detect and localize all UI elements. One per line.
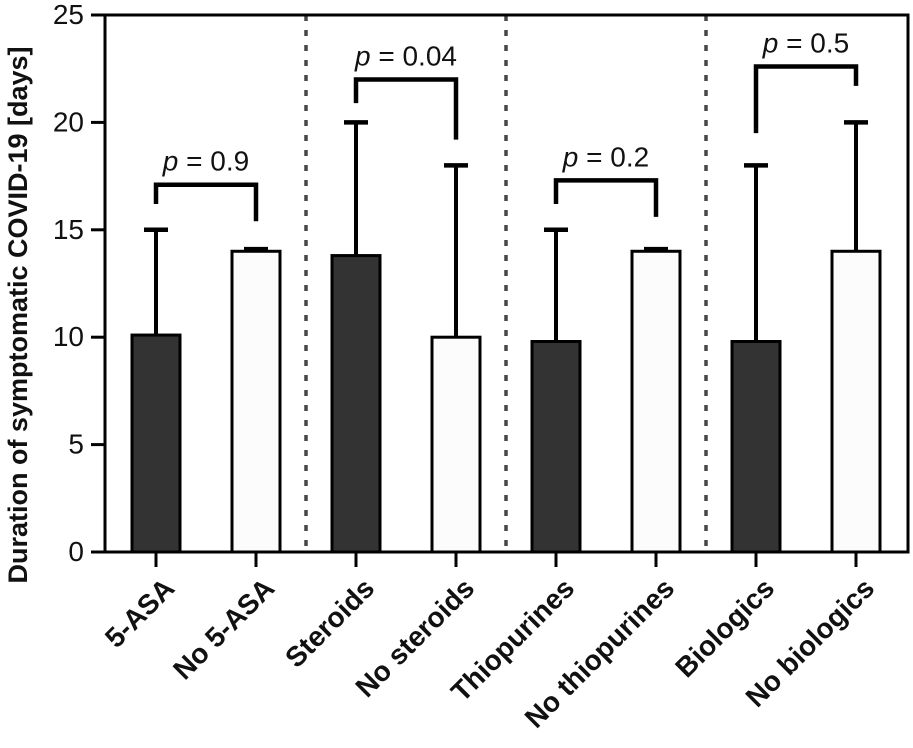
bar-no-biologics bbox=[830, 249, 882, 554]
bar-steroids bbox=[330, 254, 382, 554]
significance-bracket-5-asa-vs-no-5-asa bbox=[153, 182, 259, 222]
bar-no-steroids bbox=[430, 335, 482, 554]
bars-layer bbox=[130, 249, 882, 554]
y-tick-label-0: 0 bbox=[68, 536, 84, 567]
y-tick-label-25: 25 bbox=[53, 0, 84, 30]
bar-biologics bbox=[730, 339, 782, 554]
bar-5-asa bbox=[130, 333, 182, 554]
significance-bracket-thiopurines-vs-no-thiopurines bbox=[553, 178, 659, 217]
p-value-label-thiopurines-vs-no-thiopurines: p = 0.2 bbox=[562, 141, 649, 172]
y-axis-label: Duration of symptomatic COVID-19 [days] bbox=[3, 46, 33, 583]
p-value-label-biologics-vs-no-biologics: p = 0.5 bbox=[762, 28, 849, 59]
plot-frame bbox=[103, 13, 910, 554]
bar-no-5-asa bbox=[230, 249, 282, 554]
x-tick-label-steroids: Steroids bbox=[279, 572, 380, 673]
y-tick-label-15: 15 bbox=[53, 214, 84, 245]
significance-bracket-biologics-vs-no-biologics bbox=[753, 64, 859, 134]
bar-thiopurines bbox=[530, 339, 582, 554]
error-bars-layer bbox=[144, 120, 868, 342]
x-tick-label-no-5-asa: No 5-ASA bbox=[167, 572, 280, 685]
significance-bracket-steroids-vs-no-steroids bbox=[353, 77, 459, 140]
y-tick-label-20: 20 bbox=[53, 106, 84, 137]
x-tick-label-5-asa: 5-ASA bbox=[99, 572, 180, 653]
p-value-label-5-asa-vs-no-5-asa: p = 0.9 bbox=[162, 146, 249, 177]
p-value-label-steroids-vs-no-steroids: p = 0.04 bbox=[354, 40, 457, 71]
y-tick-label-10: 10 bbox=[53, 321, 84, 352]
bar-no-thiopurines bbox=[630, 249, 682, 554]
significance-brackets-layer: p = 0.9 p = 0.04 p = 0.2 p = 0.5 bbox=[153, 28, 859, 222]
y-tick-label-5: 5 bbox=[68, 429, 84, 460]
